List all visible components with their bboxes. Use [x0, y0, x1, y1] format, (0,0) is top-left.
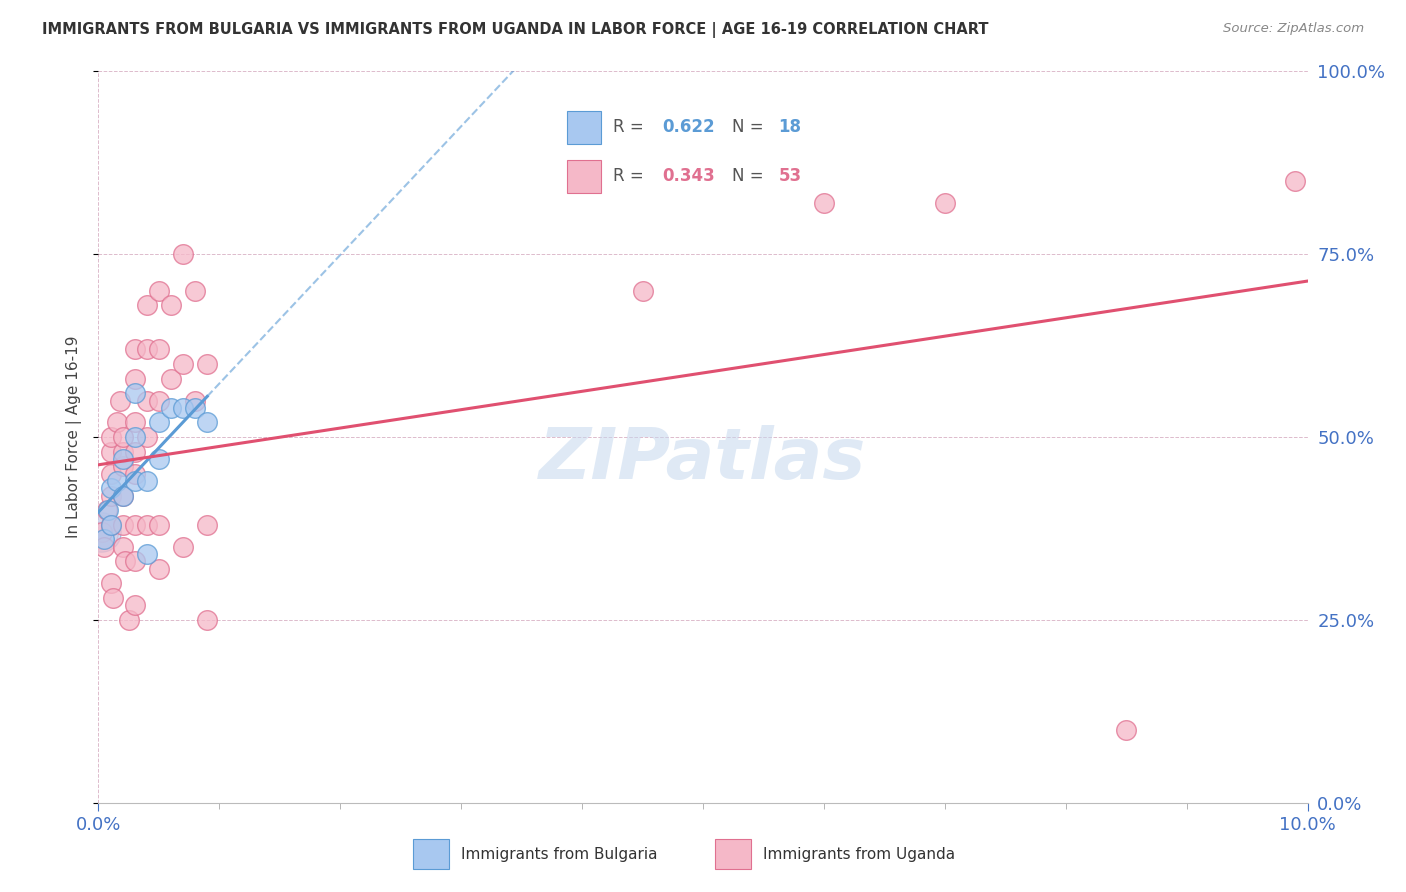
- Point: [148, 452, 170, 467]
- Point: [124, 599, 146, 613]
- Point: [1284, 174, 1306, 188]
- Point: [105, 416, 128, 430]
- Y-axis label: In Labor Force | Age 16-19: In Labor Force | Age 16-19: [66, 335, 83, 539]
- Point: [114, 554, 136, 568]
- Text: ZIPatlas: ZIPatlas: [540, 425, 866, 493]
- Point: [111, 452, 134, 467]
- Point: [96, 503, 118, 517]
- Point: [100, 517, 122, 532]
- Point: [135, 517, 157, 532]
- Point: [100, 430, 122, 444]
- Point: [148, 284, 170, 298]
- Point: [105, 474, 128, 488]
- Point: [124, 474, 146, 488]
- Point: [195, 357, 218, 371]
- Point: [148, 393, 170, 408]
- Point: [160, 298, 183, 312]
- Point: [184, 401, 207, 415]
- Point: [91, 525, 114, 540]
- Point: [124, 386, 146, 401]
- Point: [111, 444, 134, 458]
- Point: [184, 393, 207, 408]
- Point: [111, 459, 134, 474]
- Point: [148, 416, 170, 430]
- Point: [100, 517, 122, 532]
- Point: [111, 489, 134, 503]
- Point: [934, 196, 956, 211]
- Point: [118, 613, 141, 627]
- Point: [93, 540, 115, 554]
- Point: [160, 371, 183, 385]
- Point: [124, 467, 146, 481]
- Point: [100, 576, 122, 591]
- Point: [148, 517, 170, 532]
- Point: [135, 298, 157, 312]
- Point: [111, 540, 134, 554]
- Point: [111, 517, 134, 532]
- Point: [135, 430, 157, 444]
- Text: Source: ZipAtlas.com: Source: ZipAtlas.com: [1223, 22, 1364, 36]
- Point: [100, 481, 122, 495]
- Point: [93, 533, 115, 547]
- Point: [172, 357, 194, 371]
- Point: [1115, 723, 1137, 737]
- Point: [135, 547, 157, 561]
- Text: IMMIGRANTS FROM BULGARIA VS IMMIGRANTS FROM UGANDA IN LABOR FORCE | AGE 16-19 CO: IMMIGRANTS FROM BULGARIA VS IMMIGRANTS F…: [42, 22, 988, 38]
- Point: [148, 562, 170, 576]
- Point: [124, 430, 146, 444]
- Point: [195, 416, 218, 430]
- Point: [195, 517, 218, 532]
- Point: [111, 430, 134, 444]
- Point: [124, 554, 146, 568]
- Point: [100, 467, 122, 481]
- Point: [172, 401, 194, 415]
- Point: [135, 393, 157, 408]
- Point: [148, 343, 170, 357]
- Point: [111, 489, 134, 503]
- Point: [100, 444, 122, 458]
- Point: [813, 196, 835, 211]
- Point: [172, 247, 194, 261]
- Point: [135, 474, 157, 488]
- Point: [90, 525, 112, 540]
- Point: [97, 503, 120, 517]
- Point: [160, 401, 183, 415]
- Point: [184, 284, 207, 298]
- Point: [124, 444, 146, 458]
- Point: [172, 540, 194, 554]
- Point: [124, 416, 146, 430]
- Point: [100, 489, 122, 503]
- Point: [124, 517, 146, 532]
- Point: [631, 284, 654, 298]
- Point: [135, 343, 157, 357]
- Point: [101, 591, 124, 605]
- Point: [195, 613, 218, 627]
- Point: [124, 343, 146, 357]
- Point: [124, 371, 146, 385]
- Point: [90, 525, 112, 540]
- Point: [108, 393, 131, 408]
